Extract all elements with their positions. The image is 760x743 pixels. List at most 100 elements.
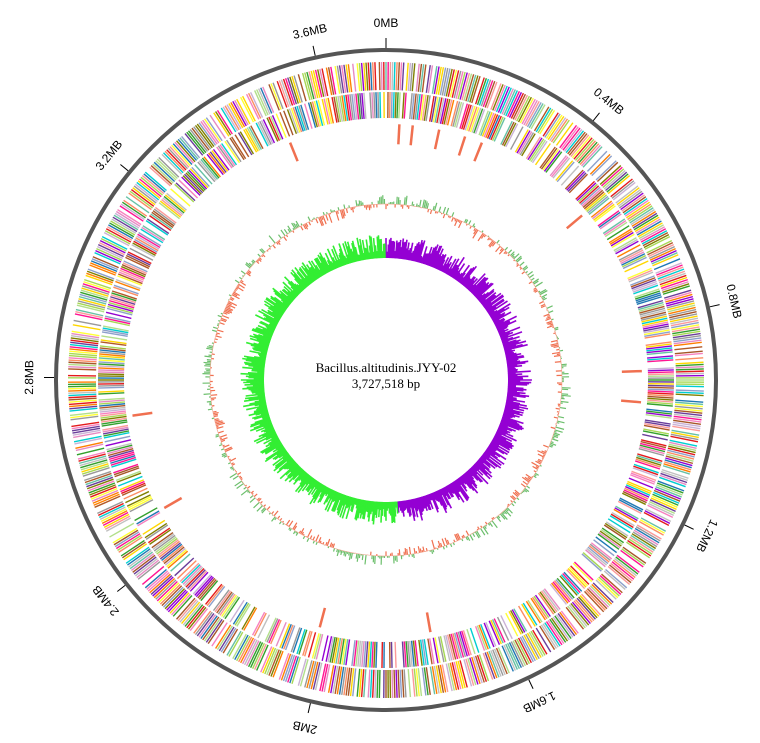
cds-feature: [464, 105, 474, 131]
cds-feature: [441, 67, 449, 96]
gc-skew-bar: [446, 485, 455, 498]
cds-feature: [605, 568, 628, 589]
gc-content-bar: [489, 238, 492, 241]
gc-content-bar: [292, 530, 296, 535]
cds-feature: [568, 173, 589, 194]
gc-content-bar: [230, 296, 235, 300]
cds-feature: [648, 245, 675, 259]
cds-feature: [646, 349, 673, 354]
cds-feature: [69, 352, 98, 357]
gc-content-bar: [465, 530, 470, 536]
cds-feature: [396, 92, 399, 119]
cds-feature: [433, 66, 440, 95]
gc-content-bar: [255, 260, 260, 265]
cds-feature: [184, 133, 204, 156]
gc-skew-bar: [355, 498, 360, 509]
cds-feature: [501, 88, 514, 115]
cds-feature: [567, 172, 587, 193]
gc-skew-bar: [361, 500, 367, 519]
cds-feature: [248, 126, 263, 150]
gc-skew-bar: [439, 488, 450, 506]
gc-skew-bar: [504, 408, 520, 415]
cds-feature: [673, 417, 702, 423]
cds-feature: [189, 608, 209, 632]
cds-feature: [647, 369, 674, 372]
gc-skew-bar: [493, 436, 513, 448]
cds-feature: [145, 524, 169, 540]
cds-feature: [421, 667, 427, 696]
gc-skew-bar: [290, 280, 302, 293]
cds-feature: [573, 137, 593, 160]
cds-feature: [614, 238, 638, 253]
cds-feature: [655, 262, 682, 274]
gc-content-bar: [228, 462, 231, 465]
gc-skew-bar: [319, 252, 331, 273]
cds-feature: [101, 335, 128, 341]
gc-skew-bar: [376, 236, 380, 259]
rna-feature: [433, 129, 441, 150]
cds-feature: [85, 474, 113, 486]
cds-feature: [454, 101, 463, 128]
gc-content-bar: [559, 406, 567, 410]
gc-content-bar: [305, 222, 309, 227]
cds-feature: [478, 110, 489, 136]
cds-feature: [636, 455, 662, 464]
cds-feature: [83, 281, 111, 292]
cds-feature: [567, 605, 586, 629]
cds-feature: [545, 114, 563, 139]
cds-feature: [671, 324, 700, 331]
gc-skew-bar: [287, 281, 301, 295]
cds-feature: [627, 539, 652, 557]
cds-feature: [129, 499, 154, 513]
gc-skew-bar: [442, 255, 453, 273]
gc-skew-bar: [416, 242, 424, 263]
gc-skew-bar: [501, 335, 520, 344]
gc-content-bar: [232, 475, 239, 480]
gc-content-bar: [213, 413, 219, 416]
cds-feature: [673, 419, 702, 425]
cds-feature: [418, 94, 423, 121]
gc-content-bar: [504, 246, 509, 251]
gc-skew-bar: [258, 334, 272, 341]
cds-feature: [152, 533, 175, 550]
gc-content-bar: [235, 287, 239, 290]
gc-skew-bar: [372, 237, 377, 259]
cds-feature: [167, 550, 189, 569]
gc-skew-bar: [507, 387, 527, 391]
gc-skew-bar: [466, 279, 475, 290]
cds-feature: [634, 527, 660, 544]
cds-feature: [156, 580, 178, 602]
cds-feature: [476, 654, 488, 682]
cds-feature: [161, 543, 183, 562]
cds-feature: [530, 139, 546, 163]
cds-feature: [151, 211, 174, 229]
cds-feature: [643, 329, 670, 336]
gc-content-bar: [215, 421, 224, 425]
cds-feature: [127, 548, 151, 566]
cds-feature: [394, 92, 397, 119]
cds-feature: [234, 99, 249, 126]
gc-skew-bar: [324, 487, 330, 495]
cds-feature: [111, 218, 137, 234]
cds-feature: [650, 497, 677, 510]
cds-feature: [73, 435, 102, 443]
cds-feature: [310, 70, 319, 99]
cds-feature: [179, 600, 199, 623]
scale-tick-label: 1.6MB: [521, 688, 558, 716]
gc-content-bar: [249, 497, 256, 503]
gc-content-bar: [315, 218, 319, 224]
cds-feature: [220, 107, 237, 133]
gc-content-bar: [231, 462, 234, 465]
cds-feature: [649, 499, 676, 513]
cds-feature: [644, 423, 671, 429]
gc-content-bar: [365, 205, 368, 210]
cds-feature: [467, 658, 477, 686]
cds-feature: [134, 183, 158, 203]
gc-skew-bar: [486, 447, 501, 458]
cds-feature: [452, 633, 461, 659]
cds-feature: [525, 600, 541, 624]
gc-skew-bar: [502, 339, 521, 347]
gc-skew-bar: [505, 401, 527, 407]
gc-skew-bar: [506, 400, 521, 405]
cds-feature: [327, 97, 335, 124]
